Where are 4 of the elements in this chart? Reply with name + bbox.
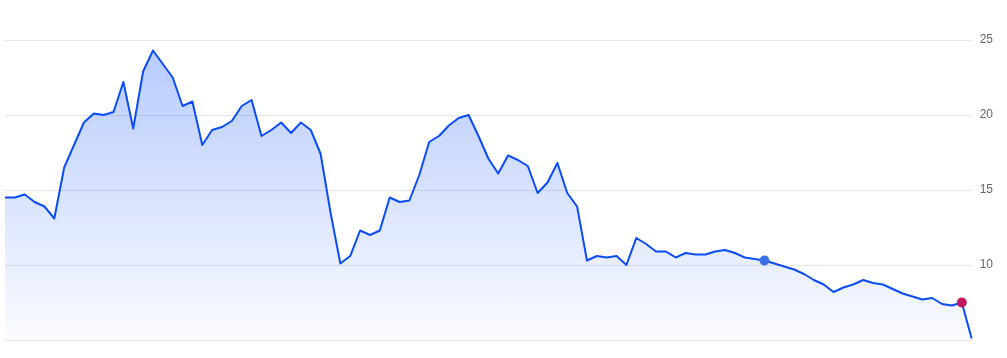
- y-tick-label: 10: [979, 257, 994, 272]
- y-tick-label: 15: [979, 182, 994, 197]
- y-tick-label: 25: [979, 32, 994, 47]
- y-tick-label: 20: [979, 107, 994, 122]
